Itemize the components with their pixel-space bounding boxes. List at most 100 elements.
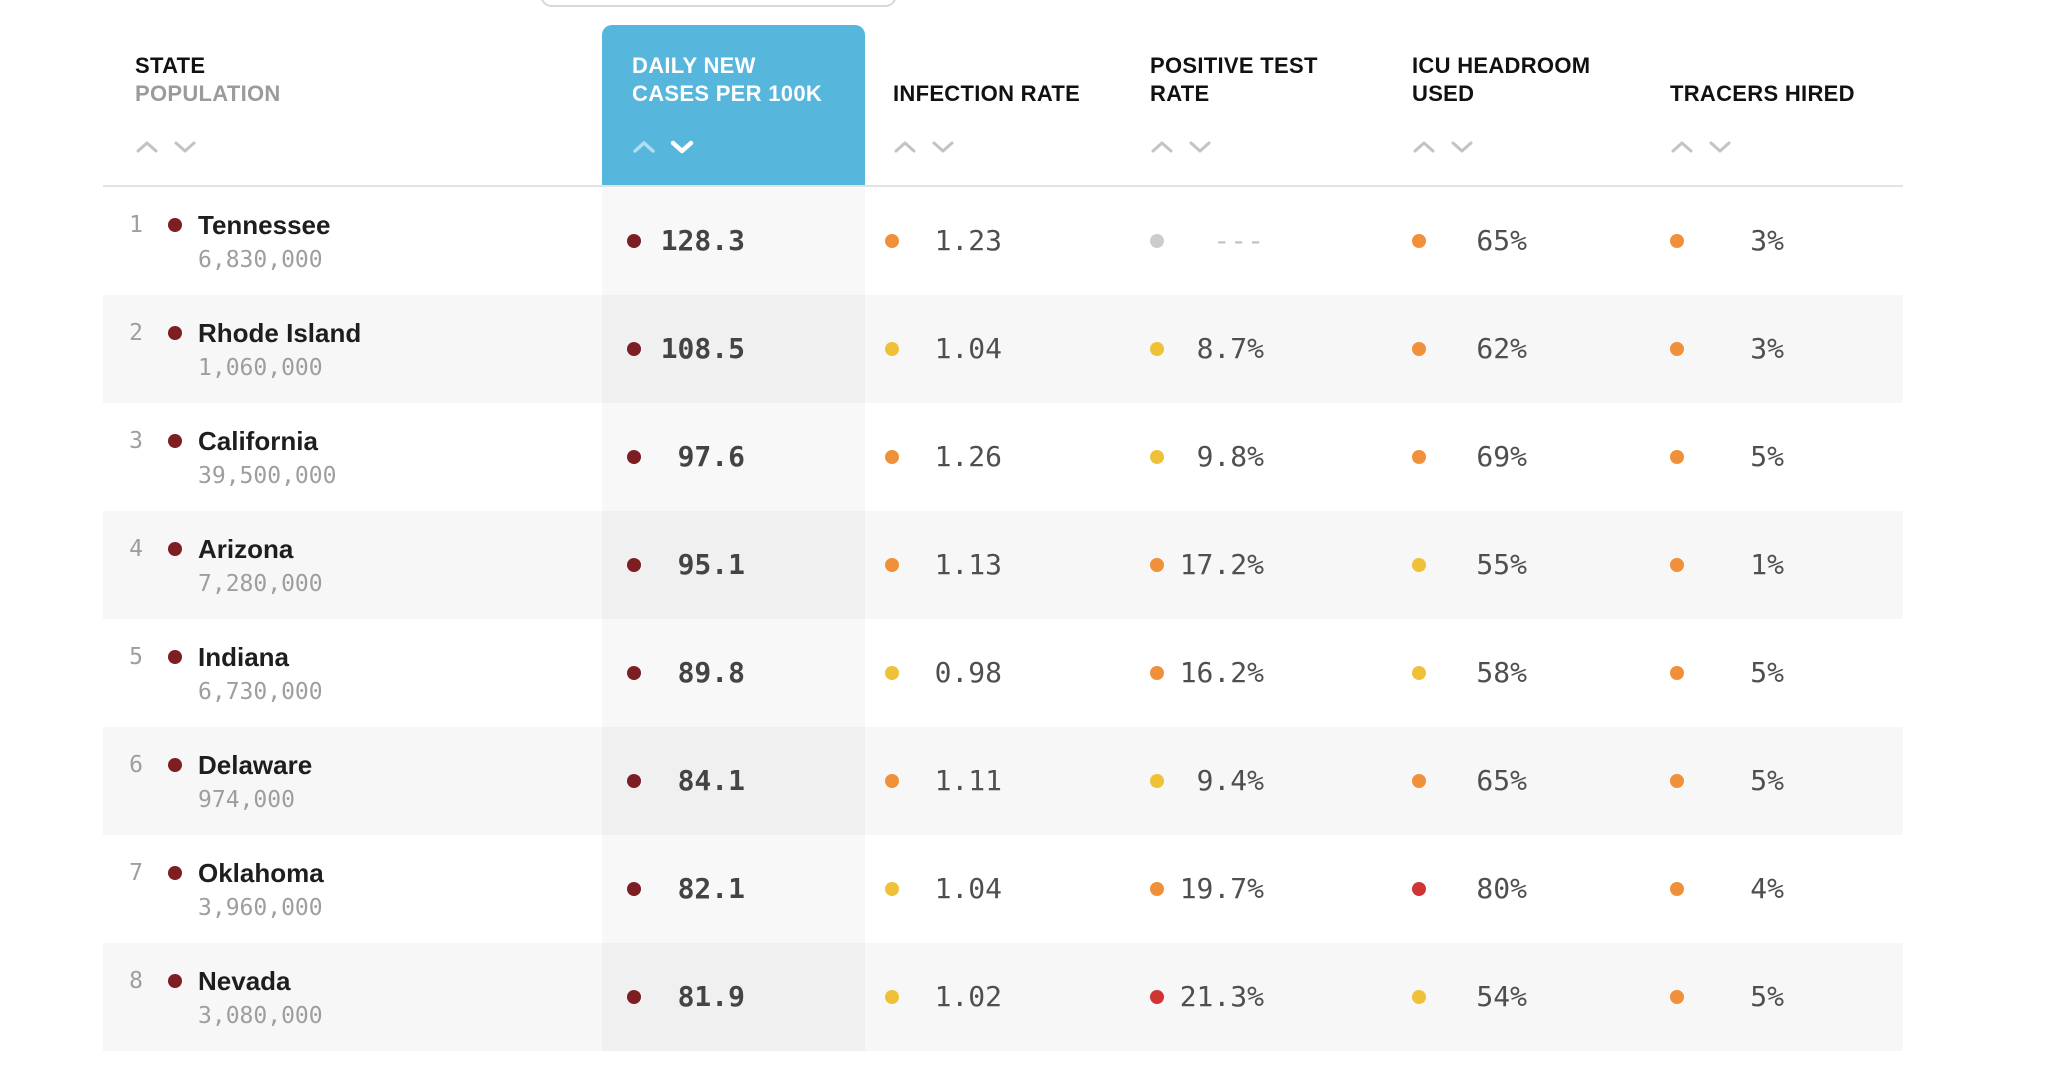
- positive-test-rate-value: 19.7%: [1179, 872, 1264, 905]
- state-risk-dot: [168, 974, 182, 988]
- table-row[interactable]: 7 Oklahoma 3,960,000 82.1 1.04 19.7% 80%…: [103, 835, 1903, 943]
- tracers-header-label: TRACERS HIRED: [1670, 81, 1855, 106]
- rank-number: 3: [129, 428, 143, 454]
- positive-test-rate-dot: [1150, 990, 1164, 1004]
- positive-test-header-label-line1: POSITIVE TEST: [1150, 53, 1318, 78]
- table-row[interactable]: 4 Arizona 7,280,000 95.1 1.13 17.2% 55% …: [103, 511, 1903, 619]
- cases-header-label-line2: CASES PER 100K: [632, 81, 823, 106]
- column-header-tracers-hired[interactable]: TRACERS HIRED: [1670, 0, 1900, 185]
- icu-headroom-dot: [1412, 990, 1426, 1004]
- cases-header-label-line1: DAILY NEW: [632, 53, 756, 78]
- infection-rate-value: 0.98: [934, 656, 1002, 689]
- positive-test-rate-value: 17.2%: [1179, 548, 1264, 581]
- icu-sort-controls: [1412, 139, 1474, 155]
- sort-ascending-icon[interactable]: [1150, 139, 1174, 155]
- daily-new-cases-value: 89.8: [677, 656, 745, 689]
- positive-sort-controls: [1150, 139, 1212, 155]
- population-header-label: POPULATION: [135, 81, 281, 106]
- icu-headroom-dot: [1412, 882, 1426, 896]
- infection-rate-value: 1.04: [934, 332, 1002, 365]
- infection-rate-value: 1.26: [934, 440, 1002, 473]
- table-row[interactable]: 1 Tennessee 6,830,000 128.3 1.23 --- 65%…: [103, 187, 1903, 295]
- table-row[interactable]: 5 Indiana 6,730,000 89.8 0.98 16.2% 58% …: [103, 619, 1903, 727]
- sort-ascending-icon[interactable]: [893, 139, 917, 155]
- table-row[interactable]: 2 Rhode Island 1,060,000 108.5 1.04 8.7%…: [103, 295, 1903, 403]
- sort-descending-icon[interactable]: [173, 139, 197, 155]
- sort-ascending-icon[interactable]: [1412, 139, 1436, 155]
- positive-test-rate-dot: [1150, 450, 1164, 464]
- state-population: 974,000: [198, 787, 295, 813]
- icu-header-label-line1: ICU HEADROOM: [1412, 53, 1591, 78]
- state-name-link[interactable]: Delaware: [198, 750, 313, 780]
- column-header-daily-new-cases-active-sort[interactable]: DAILY NEW CASES PER 100K: [602, 25, 865, 185]
- tracers-hired-value: 5%: [1750, 980, 1784, 1013]
- infection-sort-controls: [893, 139, 955, 155]
- tracers-hired-dot: [1670, 558, 1684, 572]
- tracers-hired-dot: [1670, 666, 1684, 680]
- positive-test-rate-dot: [1150, 342, 1164, 356]
- icu-headroom-value: 55%: [1476, 548, 1527, 581]
- state-name-link[interactable]: California: [198, 426, 318, 456]
- daily-new-cases-dot: [627, 450, 641, 464]
- column-header-icu-headroom[interactable]: ICU HEADROOM USED: [1412, 0, 1642, 185]
- column-header-infection-rate[interactable]: INFECTION RATE: [893, 0, 1123, 185]
- positive-test-rate-value: ---: [1213, 224, 1264, 257]
- states-ranking-table: STATE POPULATION DAILY NEW CASES PER 100…: [103, 0, 1903, 1051]
- column-header-state[interactable]: STATE POPULATION: [135, 0, 435, 185]
- state-risk-dot: [168, 434, 182, 448]
- state-name-link[interactable]: Nevada: [198, 966, 291, 996]
- tracers-hired-value: 4%: [1750, 872, 1784, 905]
- daily-new-cases-value: 81.9: [677, 980, 745, 1013]
- infection-rate-dot: [885, 450, 899, 464]
- icu-headroom-value: 80%: [1476, 872, 1527, 905]
- state-name-link[interactable]: Oklahoma: [198, 858, 324, 888]
- table-row[interactable]: 8 Nevada 3,080,000 81.9 1.02 21.3% 54% 5…: [103, 943, 1903, 1051]
- column-header-positive-test-rate[interactable]: POSITIVE TEST RATE: [1150, 0, 1380, 185]
- state-population: 6,830,000: [198, 247, 323, 273]
- icu-headroom-dot: [1412, 666, 1426, 680]
- table-row[interactable]: 3 California 39,500,000 97.6 1.26 9.8% 6…: [103, 403, 1903, 511]
- daily-new-cases-dot: [627, 234, 641, 248]
- sort-ascending-icon[interactable]: [1670, 139, 1694, 155]
- tracers-hired-dot: [1670, 450, 1684, 464]
- infection-rate-value: 1.02: [934, 980, 1002, 1013]
- state-name-link[interactable]: Tennessee: [198, 210, 331, 240]
- sort-descending-icon[interactable]: [1450, 139, 1474, 155]
- infection-rate-dot: [885, 558, 899, 572]
- icu-header-label-line2: USED: [1412, 81, 1475, 106]
- state-name-link[interactable]: Rhode Island: [198, 318, 362, 348]
- sort-descending-icon[interactable]: [1708, 139, 1732, 155]
- positive-test-rate-dot: [1150, 666, 1164, 680]
- tracers-hired-value: 5%: [1750, 656, 1784, 689]
- icu-headroom-dot: [1412, 558, 1426, 572]
- rank-number: 6: [129, 752, 143, 778]
- rank-number: 2: [129, 320, 143, 346]
- icu-headroom-value: 65%: [1476, 224, 1527, 257]
- table-row[interactable]: 6 Delaware 974,000 84.1 1.11 9.4% 65% 5%: [103, 727, 1903, 835]
- rank-number: 5: [129, 644, 143, 670]
- icu-headroom-dot: [1412, 234, 1426, 248]
- positive-test-rate-dot: [1150, 558, 1164, 572]
- infection-rate-value: 1.23: [934, 224, 1002, 257]
- infection-rate-header-label: INFECTION RATE: [893, 81, 1081, 106]
- icu-headroom-dot: [1412, 450, 1426, 464]
- sort-ascending-icon[interactable]: [632, 139, 656, 155]
- positive-test-header-label-line2: RATE: [1150, 81, 1210, 106]
- daily-new-cases-value: 95.1: [677, 548, 745, 581]
- daily-new-cases-dot: [627, 882, 641, 896]
- state-name-link[interactable]: Arizona: [198, 534, 294, 564]
- sort-descending-icon[interactable]: [931, 139, 955, 155]
- state-name-link[interactable]: Indiana: [198, 642, 290, 672]
- icu-headroom-value: 65%: [1476, 764, 1527, 797]
- sort-descending-icon-active[interactable]: [670, 139, 694, 155]
- sort-descending-icon[interactable]: [1188, 139, 1212, 155]
- infection-rate-dot: [885, 882, 899, 896]
- state-population: 1,060,000: [198, 355, 323, 381]
- state-sort-controls: [135, 139, 197, 155]
- infection-rate-dot: [885, 774, 899, 788]
- icu-headroom-value: 54%: [1476, 980, 1527, 1013]
- state-risk-dot: [168, 866, 182, 880]
- sort-ascending-icon[interactable]: [135, 139, 159, 155]
- icu-headroom-dot: [1412, 774, 1426, 788]
